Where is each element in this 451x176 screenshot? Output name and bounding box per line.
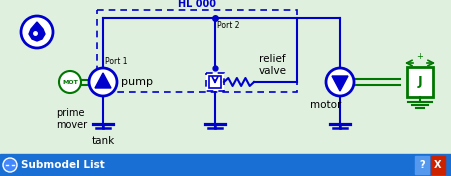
- Text: X: X: [433, 160, 441, 170]
- Text: HL 000: HL 000: [178, 0, 216, 9]
- Text: relief
valve: relief valve: [258, 54, 286, 76]
- Circle shape: [21, 16, 53, 48]
- Bar: [414, 156, 428, 174]
- Text: prime
mover: prime mover: [56, 108, 87, 130]
- Bar: [406, 67, 432, 97]
- Text: +: +: [416, 52, 423, 61]
- Text: pump: pump: [121, 77, 152, 87]
- Polygon shape: [29, 22, 45, 41]
- Text: J: J: [417, 76, 421, 89]
- Polygon shape: [331, 76, 347, 91]
- Text: Port 2: Port 2: [216, 21, 239, 30]
- Text: Port 1: Port 1: [105, 57, 127, 66]
- Text: Submodel List: Submodel List: [21, 160, 105, 170]
- Bar: [0, 154, 451, 176]
- Bar: [208, 76, 221, 88]
- Polygon shape: [95, 73, 111, 88]
- Circle shape: [325, 68, 353, 96]
- Circle shape: [3, 158, 17, 172]
- Circle shape: [59, 71, 81, 93]
- Circle shape: [89, 68, 117, 96]
- Text: tank: tank: [91, 136, 115, 146]
- Text: ?: ?: [418, 160, 424, 170]
- Bar: [430, 156, 444, 174]
- Bar: [97, 10, 296, 92]
- Text: motor: motor: [309, 100, 341, 110]
- Text: MOT: MOT: [62, 80, 78, 84]
- Bar: [206, 73, 224, 91]
